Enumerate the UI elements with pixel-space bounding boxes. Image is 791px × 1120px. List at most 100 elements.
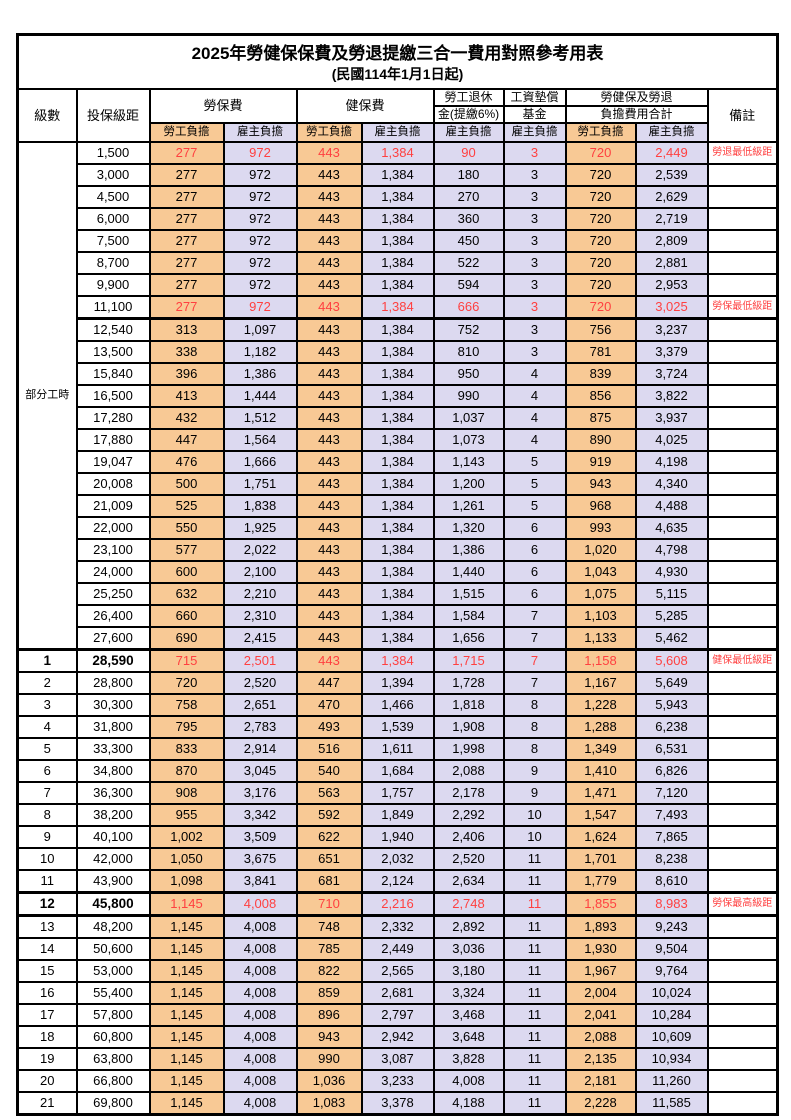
labor-er-cell: 4,008 bbox=[222, 1003, 298, 1027]
labor-er-cell: 972 bbox=[222, 251, 298, 275]
table-row: 4,500 277 972 443 1,384 270 3 720 2,629 bbox=[18, 185, 779, 209]
bracket-cell: 53,000 bbox=[75, 959, 151, 983]
health-er-cell: 1,940 bbox=[360, 825, 435, 849]
bracket-cell: 6,000 bbox=[75, 207, 151, 231]
remark-cell bbox=[706, 163, 779, 187]
table-row: 26,400 660 2,310 443 1,384 1,584 7 1,103 5,285 bbox=[18, 604, 779, 628]
health-emp-cell: 443 bbox=[295, 141, 363, 165]
health-er-cell: 1,384 bbox=[360, 450, 435, 474]
total-er-cell: 4,798 bbox=[634, 538, 709, 562]
health-er-cell: 1,539 bbox=[360, 715, 435, 739]
total-emp-cell: 2,088 bbox=[564, 1025, 637, 1049]
total-er-cell: 2,449 bbox=[634, 141, 709, 165]
total-er-cell: 5,285 bbox=[634, 604, 709, 628]
table-row: 7,500 277 972 443 1,384 450 3 720 2,809 bbox=[18, 229, 779, 253]
bracket-cell: 42,000 bbox=[75, 847, 151, 871]
labor-emp-cell: 1,145 bbox=[148, 1069, 225, 1093]
labor-er-cell: 2,783 bbox=[222, 715, 298, 739]
col-header-remark: 備註 bbox=[706, 88, 779, 143]
subheader-pension-employer: 雇主負擔 bbox=[432, 122, 505, 143]
remark-cell bbox=[706, 847, 779, 871]
health-emp-cell: 443 bbox=[295, 163, 363, 187]
table-row: 5 33,300 833 2,914 516 1,611 1,998 8 1,349 6,531 bbox=[16, 737, 779, 761]
health-emp-cell: 443 bbox=[295, 295, 363, 320]
table-row: 6,000 277 972 443 1,384 360 3 720 2,719 bbox=[18, 207, 779, 231]
header-row-2: 金(提繳6%) 基金 負擔費用合計 bbox=[18, 105, 778, 124]
table-row: 16,500 413 1,444 443 1,384 990 4 856 3,822 bbox=[18, 384, 779, 408]
total-er-cell: 10,284 bbox=[634, 1003, 709, 1027]
health-emp-cell: 563 bbox=[295, 781, 363, 805]
remark-cell bbox=[706, 229, 779, 253]
labor-emp-cell: 955 bbox=[148, 803, 225, 827]
table-row: 11,100 277 972 443 1,384 666 3 720 3,025 勞保最低級距 bbox=[18, 295, 779, 320]
health-emp-cell: 622 bbox=[295, 825, 363, 849]
health-er-cell: 1,384 bbox=[360, 163, 435, 187]
wage-fund-er-cell: 7 bbox=[502, 604, 567, 628]
table-row: 25,250 632 2,210 443 1,384 1,515 6 1,075 5,115 bbox=[18, 582, 779, 606]
level-cell: 21 bbox=[16, 1091, 78, 1116]
col-header-level: 級數 bbox=[16, 88, 78, 143]
health-emp-cell: 443 bbox=[295, 384, 363, 408]
level-cell: 4 bbox=[16, 715, 78, 739]
bracket-cell: 23,100 bbox=[75, 538, 151, 562]
health-er-cell: 2,942 bbox=[360, 1025, 435, 1049]
labor-er-cell: 4,008 bbox=[222, 1025, 298, 1049]
pension-er-cell: 3,036 bbox=[432, 937, 505, 961]
remark-cell bbox=[706, 384, 779, 408]
bracket-cell: 17,280 bbox=[75, 406, 151, 430]
col-header-pension-line2: 金(提繳6%) bbox=[432, 105, 505, 124]
health-er-cell: 1,384 bbox=[360, 317, 435, 342]
labor-er-cell: 1,666 bbox=[222, 450, 298, 474]
total-emp-cell: 2,228 bbox=[564, 1091, 637, 1116]
remark-cell bbox=[706, 428, 779, 452]
wage-fund-er-cell: 8 bbox=[502, 715, 567, 739]
health-er-cell: 2,032 bbox=[360, 847, 435, 871]
wage-fund-er-cell: 4 bbox=[502, 406, 567, 430]
bracket-cell: 28,590 bbox=[75, 648, 151, 673]
health-er-cell: 2,565 bbox=[360, 959, 435, 983]
labor-emp-cell: 795 bbox=[148, 715, 225, 739]
pension-er-cell: 1,143 bbox=[432, 450, 505, 474]
health-er-cell: 3,087 bbox=[360, 1047, 435, 1071]
health-er-cell: 1,384 bbox=[360, 141, 435, 165]
wage-fund-er-cell: 8 bbox=[502, 737, 567, 761]
level-cell: 15 bbox=[16, 959, 78, 983]
pension-er-cell: 2,178 bbox=[432, 781, 505, 805]
labor-er-cell: 2,415 bbox=[222, 626, 298, 651]
table-row: 27,600 690 2,415 443 1,384 1,656 7 1,133 5,462 bbox=[18, 626, 779, 651]
bracket-cell: 25,250 bbox=[75, 582, 151, 606]
total-emp-cell: 720 bbox=[564, 251, 637, 275]
health-er-cell: 1,611 bbox=[360, 737, 435, 761]
total-emp-cell: 968 bbox=[564, 494, 637, 518]
labor-emp-cell: 277 bbox=[148, 229, 225, 253]
labor-er-cell: 972 bbox=[222, 185, 298, 209]
remark-cell: 勞退最低級距 bbox=[706, 141, 779, 165]
wage-fund-er-cell: 3 bbox=[502, 340, 567, 364]
table-row: 3 30,300 758 2,651 470 1,466 1,818 8 1,228 5,943 bbox=[16, 693, 779, 717]
health-er-cell: 2,681 bbox=[360, 981, 435, 1005]
wage-fund-er-cell: 3 bbox=[502, 273, 567, 297]
bracket-cell: 57,800 bbox=[75, 1003, 151, 1027]
labor-er-cell: 1,751 bbox=[222, 472, 298, 496]
labor-emp-cell: 1,145 bbox=[148, 981, 225, 1005]
health-emp-cell: 443 bbox=[295, 185, 363, 209]
table-row: 部分工時 1,500 277 972 443 1,384 90 3 720 2,449 勞退最低級距 bbox=[16, 141, 779, 651]
table-row: 20,008 500 1,751 443 1,384 1,200 5 943 4,340 bbox=[18, 472, 779, 496]
pension-er-cell: 2,520 bbox=[432, 847, 505, 871]
remark-cell bbox=[706, 1091, 779, 1116]
bracket-cell: 27,600 bbox=[75, 626, 151, 651]
header-row-3: 勞工負擔 雇主負擔 勞工負擔 雇主負擔 雇主負擔 雇主負擔 勞工負擔 雇主負擔 bbox=[18, 122, 778, 143]
total-emp-cell: 1,893 bbox=[564, 914, 637, 939]
bracket-cell: 13,500 bbox=[75, 340, 151, 364]
pension-er-cell: 2,088 bbox=[432, 759, 505, 783]
labor-er-cell: 4,008 bbox=[222, 981, 298, 1005]
remark-cell bbox=[706, 937, 779, 961]
health-emp-cell: 651 bbox=[295, 847, 363, 871]
labor-emp-cell: 1,145 bbox=[148, 1025, 225, 1049]
wage-fund-er-cell: 3 bbox=[502, 251, 567, 275]
total-emp-cell: 1,471 bbox=[564, 781, 637, 805]
remark-cell bbox=[706, 538, 779, 562]
health-er-cell: 1,384 bbox=[360, 229, 435, 253]
page-subtitle: (民國114年1月1日起) bbox=[331, 65, 464, 82]
health-emp-cell: 540 bbox=[295, 759, 363, 783]
